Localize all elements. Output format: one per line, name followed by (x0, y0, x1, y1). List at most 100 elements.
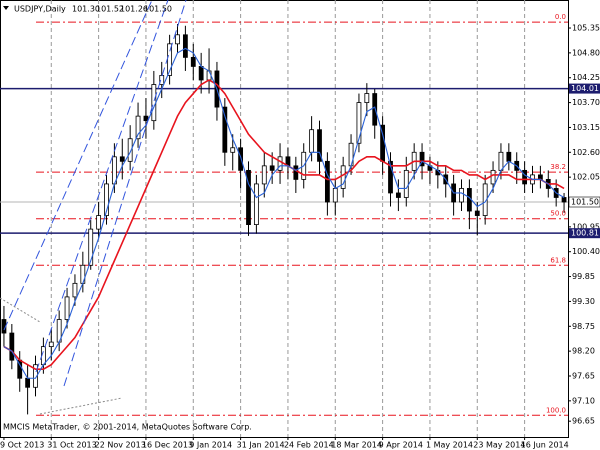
candle-body (277, 156, 283, 171)
fibo-label: 61.8 (550, 256, 566, 264)
quote-value: 101.30 (72, 5, 100, 14)
candle-body (88, 228, 94, 266)
candle-body (474, 210, 480, 216)
y-tick-label: 100.95 (572, 222, 600, 231)
candle-body (198, 66, 204, 81)
y-tick-label: 100.40 (572, 247, 600, 256)
y-tick-label: 102.60 (572, 148, 600, 157)
price-box-label: 100.81 (571, 229, 599, 238)
menu-arrow (3, 6, 9, 10)
candle-body (261, 165, 267, 185)
y-tick-label: 99.85 (572, 272, 595, 281)
candle-body (293, 165, 299, 180)
candle-body (490, 169, 496, 185)
price-box (569, 228, 600, 239)
x-tick-label: 31 Jan 2014 (237, 441, 285, 450)
candle-body (459, 188, 464, 203)
x-tick-label: 22 Nov 2013 (95, 441, 146, 450)
candle-body (119, 156, 125, 162)
candle-body (309, 129, 315, 153)
candle-body (222, 106, 228, 153)
candle-body (522, 169, 528, 185)
y-tick-label: 99.30 (572, 297, 595, 306)
candle-body (340, 165, 346, 189)
x-tick-label: 23 May 2014 (473, 441, 525, 450)
candle-body (403, 169, 409, 198)
x-tick-label: 1 May 2014 (426, 441, 473, 450)
x-tick-label: 9 Jan 2014 (189, 441, 232, 450)
y-tick-label: 103.70 (572, 98, 600, 107)
price-box-label: 101.50 (571, 198, 599, 207)
price-box (568, 196, 600, 208)
x-tick-label: 9 Apr 2014 (379, 441, 423, 450)
x-tick-label: 31 Oct 2013 (47, 441, 96, 450)
y-tick-label: 97.10 (572, 396, 595, 405)
channel-line (63, 0, 187, 387)
footnote: MMCIS MetaTrader, © 2001-2014, MetaQuote… (3, 423, 252, 432)
quote-value: 101.26 (120, 5, 148, 14)
candle-body (498, 151, 504, 171)
quote-value: 101.50 (144, 5, 172, 14)
trend-channel (3, 0, 187, 387)
candle-body (372, 93, 378, 126)
candle-body (64, 296, 70, 320)
symbol-title: USDJPY,Daily (14, 5, 66, 14)
channel-line (35, 0, 169, 373)
candle-body (246, 169, 251, 226)
y-tick-label: 98.20 (572, 347, 595, 356)
fibo-label: 0.0 (555, 13, 566, 21)
y-tick-label: 104.80 (572, 48, 600, 57)
candle-body (9, 332, 15, 361)
candle-body (364, 93, 370, 103)
fibo-label: 50.0 (550, 210, 566, 218)
y-tick-label: 105.35 (572, 24, 600, 33)
y-tick-label: 102.05 (572, 173, 600, 182)
y-tick-label: 97.65 (572, 371, 595, 380)
candle-body (48, 341, 54, 348)
x-tick-label: 9 Oct 2013 (0, 441, 44, 450)
candle-body (143, 115, 149, 122)
moving-average (3, 79, 565, 371)
candle-body (33, 364, 38, 388)
candle-body (230, 147, 236, 153)
candle-body (324, 160, 330, 203)
fibo-label: 38.2 (550, 163, 566, 171)
dotted-line (39, 397, 123, 415)
plot-layer (0, 0, 568, 437)
y-tick-label: 104.25 (572, 73, 600, 82)
x-tick-label: 16 Jun 2014 (521, 441, 569, 450)
candle-body (135, 115, 141, 140)
y-tick-label: 103.15 (572, 123, 600, 132)
candle-body (72, 282, 78, 298)
quote-value: 101.52 (96, 5, 124, 14)
fibo-label: 100.0 (546, 406, 566, 414)
y-tick-label: 96.65 (572, 417, 595, 426)
candle-body (269, 165, 275, 171)
x-tick-label: 16 Dec 2013 (142, 441, 193, 450)
candle-body (238, 147, 244, 171)
candle-body (419, 151, 425, 167)
candle-body (253, 183, 259, 226)
candle-body (356, 102, 362, 144)
candle-body (395, 192, 401, 198)
candle-body (127, 138, 133, 162)
dotted-lines (0, 297, 123, 415)
channel-line (3, 0, 153, 331)
candle-body (388, 160, 393, 194)
candle-body (182, 34, 188, 58)
candle-body (175, 34, 180, 45)
candle-body (96, 215, 102, 230)
candle-body (25, 377, 31, 388)
price-box (569, 83, 600, 94)
candle-body (332, 188, 338, 203)
moving-average (3, 47, 565, 379)
candle-body (317, 129, 322, 162)
candle-body (190, 56, 196, 67)
candle-body (561, 197, 567, 203)
candle-body (482, 183, 488, 216)
x-tick-label: 18 Mar 2014 (331, 441, 382, 450)
price-box-label: 104.01 (571, 84, 599, 93)
y-tick-label: 98.75 (572, 322, 595, 331)
